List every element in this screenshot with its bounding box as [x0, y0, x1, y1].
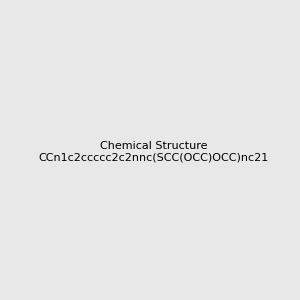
Text: Chemical Structure
CCn1c2ccccc2c2nnc(SCC(OCC)OCC)nc21: Chemical Structure CCn1c2ccccc2c2nnc(SCC…	[39, 141, 269, 162]
